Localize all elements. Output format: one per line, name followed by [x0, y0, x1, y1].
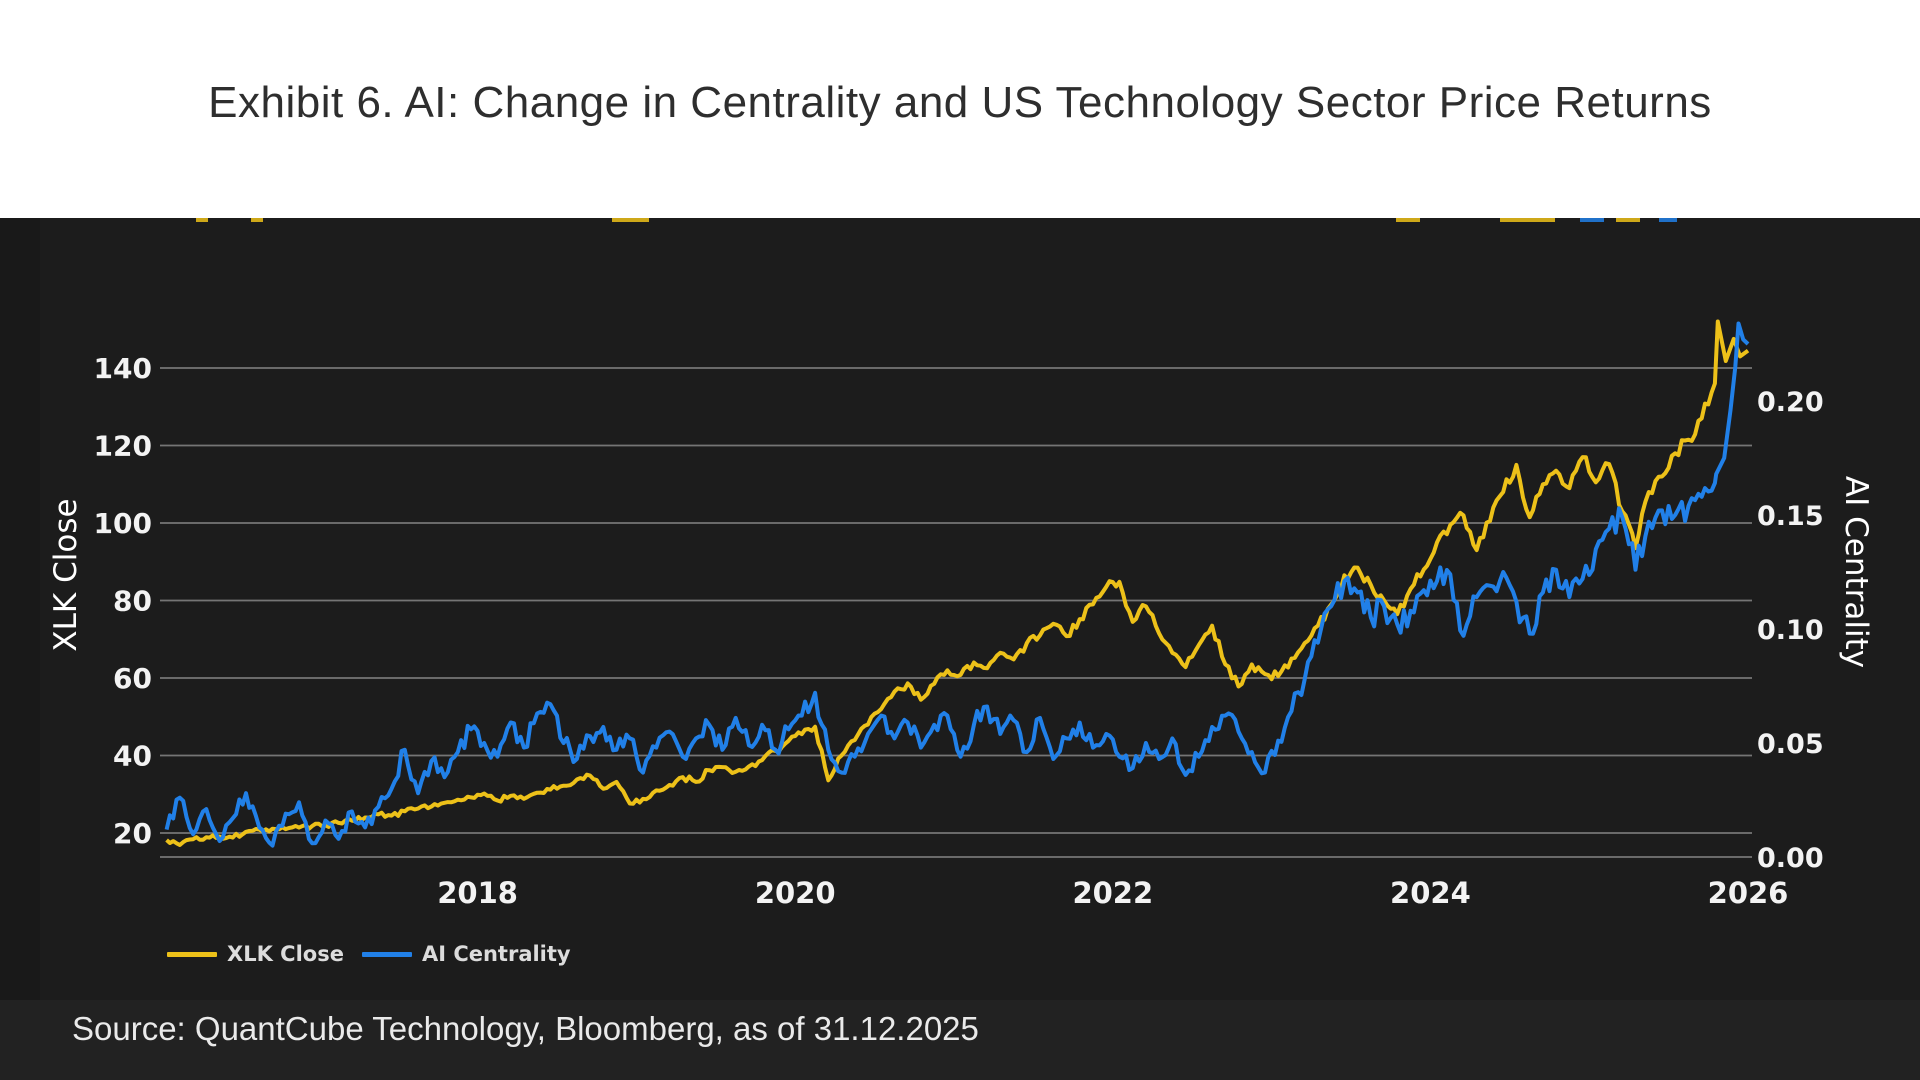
top-edge-artifact-yellow [196, 218, 208, 222]
left-axis-tick-label: 120 [94, 430, 152, 463]
figure-left-margin [0, 218, 40, 1000]
legend-label: XLK Close [227, 942, 344, 966]
right-axis-title: AI Centrality [1838, 475, 1874, 669]
x-axis-tick-label: 2020 [755, 876, 836, 910]
left-axis-title: XLK Close [48, 498, 84, 652]
legend-swatch [167, 951, 217, 957]
x-axis-tick-label: 2026 [1708, 876, 1789, 910]
right-axis-tick-label: 0.10 [1757, 615, 1824, 646]
left-axis-tick-label: 20 [113, 817, 152, 850]
top-edge-artifact-yellow [1500, 218, 1555, 222]
chart-legend: XLK Close AI Centrality [167, 942, 571, 966]
top-edge-artifact-yellow [251, 218, 263, 222]
left-axis-tick-label: 60 [113, 662, 152, 695]
left-axis-tick-label: 40 [113, 740, 152, 773]
legend-item-xlk-close: XLK Close [167, 942, 344, 966]
legend-swatch [361, 951, 412, 957]
series-line-ai-centrality [164, 321, 1750, 848]
legend-label: AI Centrality [421, 942, 571, 966]
top-edge-artifact-yellow [1616, 218, 1640, 222]
page-title: Exhibit 6. AI: Change in Centrality and … [208, 78, 1712, 127]
x-axis-tick-label: 2022 [1072, 876, 1153, 910]
figure-footer-strip [0, 1000, 1920, 1080]
x-axis-tick-label: 2024 [1390, 876, 1471, 910]
chart-figure [0, 218, 1920, 1080]
top-edge-artifact-yellow [1396, 218, 1420, 222]
chart-panel [40, 218, 1920, 1000]
left-axis-tick-label: 100 [94, 507, 152, 540]
right-axis-tick-label: 0.15 [1757, 501, 1824, 532]
top-edge-artifact-blue [1580, 218, 1604, 222]
source-attribution: Source: QuantCube Technology, Bloomberg,… [72, 1010, 979, 1047]
right-axis-tick-label: 0.20 [1757, 387, 1824, 418]
right-axis-tick-label: 0.00 [1757, 843, 1824, 874]
left-axis-tick-label: 140 [94, 352, 152, 385]
top-edge-artifact-yellow [612, 218, 649, 222]
left-axis-tick-label: 80 [113, 585, 152, 618]
legend-item-ai-centrality: AI Centrality [361, 942, 571, 966]
series-line-xlk-close [165, 319, 1750, 847]
top-edge-artifact-blue [1659, 218, 1677, 222]
right-axis-tick-label: 0.05 [1757, 729, 1824, 760]
x-axis-tick-label: 2018 [437, 876, 518, 910]
